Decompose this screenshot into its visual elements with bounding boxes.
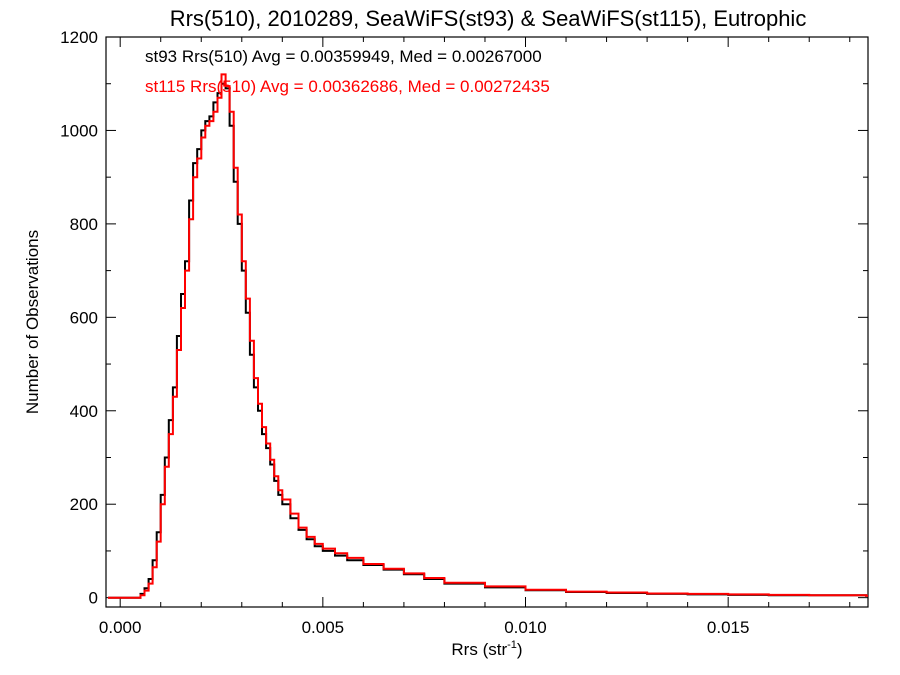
- series-st93-line: [108, 82, 868, 599]
- x-axis-ticks: 0.000 0.005 0.010 0.015: [99, 37, 851, 637]
- y-axis-label: Number of Observations: [23, 230, 42, 414]
- y-tick-label: 1000: [60, 121, 98, 140]
- x-axis-label-end: ): [517, 640, 523, 659]
- plot-frame: [105, 36, 869, 608]
- annotation-st93: st93 Rrs(510) Avg = 0.00359949, Med = 0.…: [145, 47, 542, 66]
- x-tick-label: 0.015: [707, 618, 750, 637]
- plot-area: 0.000 0.005 0.010 0.015 0 200 400 600 800 1000 12…: [60, 28, 869, 637]
- series-layer: [108, 73, 868, 599]
- y-tick-label: 200: [70, 495, 98, 514]
- y-tick-label: 0: [89, 589, 98, 608]
- x-tick-label: 0.005: [302, 618, 345, 637]
- x-axis-label-superscript: -1: [507, 639, 517, 651]
- x-tick-label: 0.010: [504, 618, 547, 637]
- y-tick-label: 400: [70, 402, 98, 421]
- x-axis-label-main: Rrs (str: [451, 640, 507, 659]
- y-tick-label: 600: [70, 308, 98, 327]
- y-tick-label: 800: [70, 215, 98, 234]
- y-tick-label: 1200: [60, 28, 98, 47]
- series-st115-line: [108, 73, 868, 599]
- chart-title: Rrs(510), 2010289, SeaWiFS(st93) & SeaWi…: [170, 6, 807, 31]
- x-tick-label: 0.000: [99, 618, 142, 637]
- annotation-st115: st115 Rrs(510) Avg = 0.00362686, Med = 0…: [145, 77, 550, 96]
- x-axis-label: Rrs (str-1): [451, 639, 522, 659]
- y-axis-ticks: 0 200 400 600 800 1000 1200: [60, 28, 868, 608]
